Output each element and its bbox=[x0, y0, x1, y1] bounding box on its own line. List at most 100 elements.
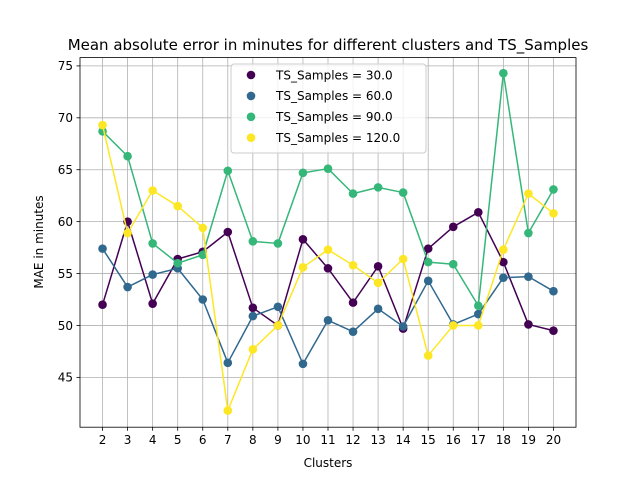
y-tick-label: 75 bbox=[58, 59, 73, 73]
x-tick-label: 20 bbox=[546, 433, 561, 447]
x-tick-label: 16 bbox=[446, 433, 461, 447]
data-point bbox=[348, 260, 358, 270]
data-point bbox=[373, 304, 383, 314]
legend-marker bbox=[246, 112, 256, 122]
y-tick-label: 65 bbox=[58, 163, 73, 177]
x-tick-label: 17 bbox=[471, 433, 486, 447]
y-tick-label: 55 bbox=[58, 267, 73, 281]
data-point bbox=[499, 245, 508, 254]
x-tick-label: 15 bbox=[421, 433, 436, 447]
y-tick-label: 70 bbox=[58, 111, 73, 125]
data-point bbox=[348, 327, 358, 336]
x-axis-ticks: 2 3 4 5 6 7 8 9 10 11 12 13 14 15 16 17 18 19 20 bbox=[99, 427, 561, 447]
y-axis-label: MAE in minutes bbox=[32, 195, 46, 288]
y-axis-ticks: 45 50 55 60 65 70 75 bbox=[58, 59, 80, 385]
x-tick-label: 4 bbox=[149, 433, 157, 447]
data-point bbox=[323, 164, 333, 173]
data-point bbox=[423, 351, 433, 360]
data-point bbox=[323, 245, 333, 254]
data-point bbox=[398, 254, 408, 264]
data-point bbox=[298, 263, 308, 272]
data-point bbox=[248, 237, 258, 246]
x-tick-label: 3 bbox=[124, 433, 132, 447]
data-point bbox=[499, 68, 508, 78]
y-tick-label: 50 bbox=[58, 319, 73, 333]
data-point bbox=[373, 261, 383, 271]
data-point bbox=[223, 166, 233, 176]
data-point bbox=[198, 223, 208, 233]
series-layer bbox=[98, 68, 558, 415]
x-tick-label: 6 bbox=[199, 433, 207, 447]
legend-marker bbox=[246, 133, 256, 142]
legend-label: TS_Samples = 60.0 bbox=[275, 89, 393, 103]
data-point bbox=[273, 239, 283, 248]
x-tick-label: 5 bbox=[174, 433, 182, 447]
series-3 bbox=[98, 68, 558, 311]
data-point bbox=[474, 321, 483, 330]
data-point bbox=[448, 222, 458, 232]
legend-label: TS_Samples = 90.0 bbox=[275, 110, 393, 124]
data-point bbox=[423, 276, 433, 286]
data-point bbox=[524, 189, 533, 198]
x-tick-label: 13 bbox=[370, 433, 385, 447]
legend-label: TS_Samples = 30.0 bbox=[275, 68, 393, 82]
legend-box bbox=[230, 63, 427, 154]
data-point bbox=[148, 299, 157, 308]
x-tick-label: 2 bbox=[99, 433, 107, 447]
x-tick-label: 7 bbox=[224, 433, 232, 447]
legend-marker bbox=[246, 70, 256, 80]
legend: TS_Samples = 30.0 TS_Samples = 60.0 TS_Sam… bbox=[230, 63, 427, 154]
x-tick-label: 11 bbox=[320, 433, 335, 447]
data-point bbox=[298, 359, 308, 369]
x-tick-label: 8 bbox=[249, 433, 257, 447]
data-point bbox=[148, 270, 157, 279]
data-point bbox=[123, 282, 132, 292]
data-point bbox=[398, 188, 408, 197]
data-point bbox=[148, 239, 157, 248]
data-point bbox=[173, 201, 182, 211]
data-point bbox=[298, 234, 308, 244]
data-point bbox=[223, 358, 233, 368]
data-point bbox=[323, 315, 333, 325]
chart-title: Mean absolute error in minutes for diffe… bbox=[68, 36, 589, 55]
data-point bbox=[323, 264, 333, 273]
data-point bbox=[248, 345, 258, 354]
data-point bbox=[198, 250, 208, 260]
data-point bbox=[98, 120, 107, 130]
y-tick-label: 60 bbox=[58, 215, 73, 229]
data-point bbox=[148, 186, 157, 195]
data-point bbox=[273, 321, 283, 330]
data-point bbox=[524, 272, 533, 281]
data-point bbox=[524, 320, 533, 329]
data-point bbox=[123, 228, 132, 238]
data-point bbox=[373, 278, 383, 288]
data-point bbox=[423, 244, 433, 253]
legend-label: TS_Samples = 120.0 bbox=[275, 131, 400, 145]
data-point bbox=[448, 259, 458, 269]
legend-marker bbox=[246, 91, 256, 101]
data-point bbox=[223, 227, 233, 237]
data-point bbox=[549, 326, 558, 335]
data-point bbox=[373, 183, 383, 192]
data-point bbox=[474, 301, 483, 311]
x-tick-label: 18 bbox=[496, 433, 511, 447]
data-point bbox=[123, 151, 132, 161]
data-point bbox=[499, 273, 508, 282]
data-point bbox=[448, 321, 458, 330]
data-point bbox=[273, 302, 283, 312]
data-point bbox=[348, 189, 358, 198]
data-point bbox=[474, 309, 483, 319]
x-tick-label: 9 bbox=[274, 433, 282, 447]
data-point bbox=[549, 185, 558, 194]
x-axis-label: Clusters bbox=[304, 456, 353, 470]
data-point bbox=[348, 298, 358, 307]
y-tick-label: 45 bbox=[58, 371, 73, 385]
data-point bbox=[98, 300, 107, 309]
series-4 bbox=[98, 120, 558, 415]
data-point bbox=[198, 295, 208, 304]
x-tick-label: 10 bbox=[295, 433, 310, 447]
x-tick-label: 12 bbox=[345, 433, 360, 447]
data-point bbox=[474, 207, 483, 217]
data-point bbox=[223, 406, 233, 415]
